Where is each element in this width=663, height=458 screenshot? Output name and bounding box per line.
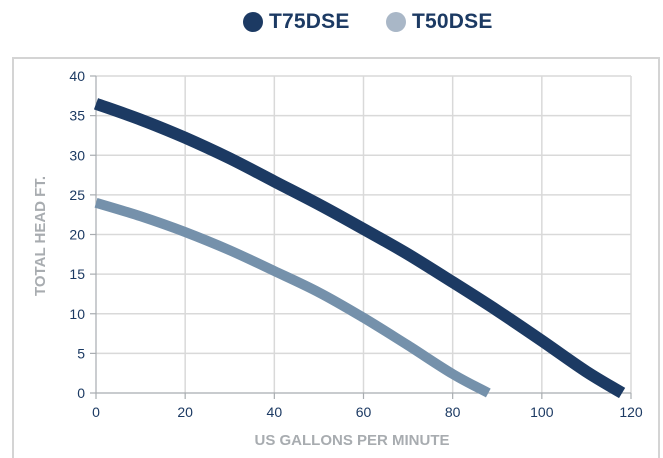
- x-tick-label: 80: [445, 404, 461, 420]
- legend-label-t50dse: T50DSE: [412, 10, 493, 33]
- y-tick-label: 5: [77, 345, 85, 361]
- y-tick-labels: 0 5 10 15 20 25 30 35 40: [69, 68, 85, 401]
- y-tick-label: 0: [77, 385, 85, 401]
- x-tick-label: 20: [177, 404, 193, 420]
- y-axis-title: TOTAL HEAD FT.: [32, 176, 49, 296]
- chart-frame: [12, 57, 660, 458]
- y-tick-label: 25: [69, 187, 85, 203]
- chart-legend: T75DSE T50DSE: [0, 6, 663, 38]
- x-tick-label: 0: [92, 404, 100, 420]
- legend-item-t75dse: T75DSE: [243, 6, 350, 38]
- x-tick-label: 40: [267, 404, 283, 420]
- series-line-t75dse: [93, 98, 626, 399]
- x-tick-labels: 0 20 40 60 80 100 120: [92, 404, 643, 420]
- axes: [90, 75, 632, 399]
- legend-swatch-t75dse: [243, 12, 263, 32]
- x-tick-label: 60: [356, 404, 372, 420]
- x-tick-label: 100: [530, 404, 554, 420]
- series-lines: [93, 98, 626, 399]
- x-tick-label: 120: [619, 404, 643, 420]
- y-tick-label: 35: [69, 108, 85, 124]
- y-tick-label: 30: [69, 147, 85, 163]
- legend-label-t75dse: T75DSE: [269, 10, 350, 33]
- series-line-t50dse: [94, 198, 491, 398]
- legend-item-t50dse: T50DSE: [386, 6, 493, 38]
- x-axis-title: US GALLONS PER MINUTE: [254, 432, 449, 449]
- y-tick-label: 40: [69, 68, 85, 84]
- y-tick-label: 20: [69, 227, 85, 243]
- legend-swatch-t50dse: [386, 12, 406, 32]
- y-tick-label: 15: [69, 266, 85, 282]
- y-tick-label: 10: [69, 306, 85, 322]
